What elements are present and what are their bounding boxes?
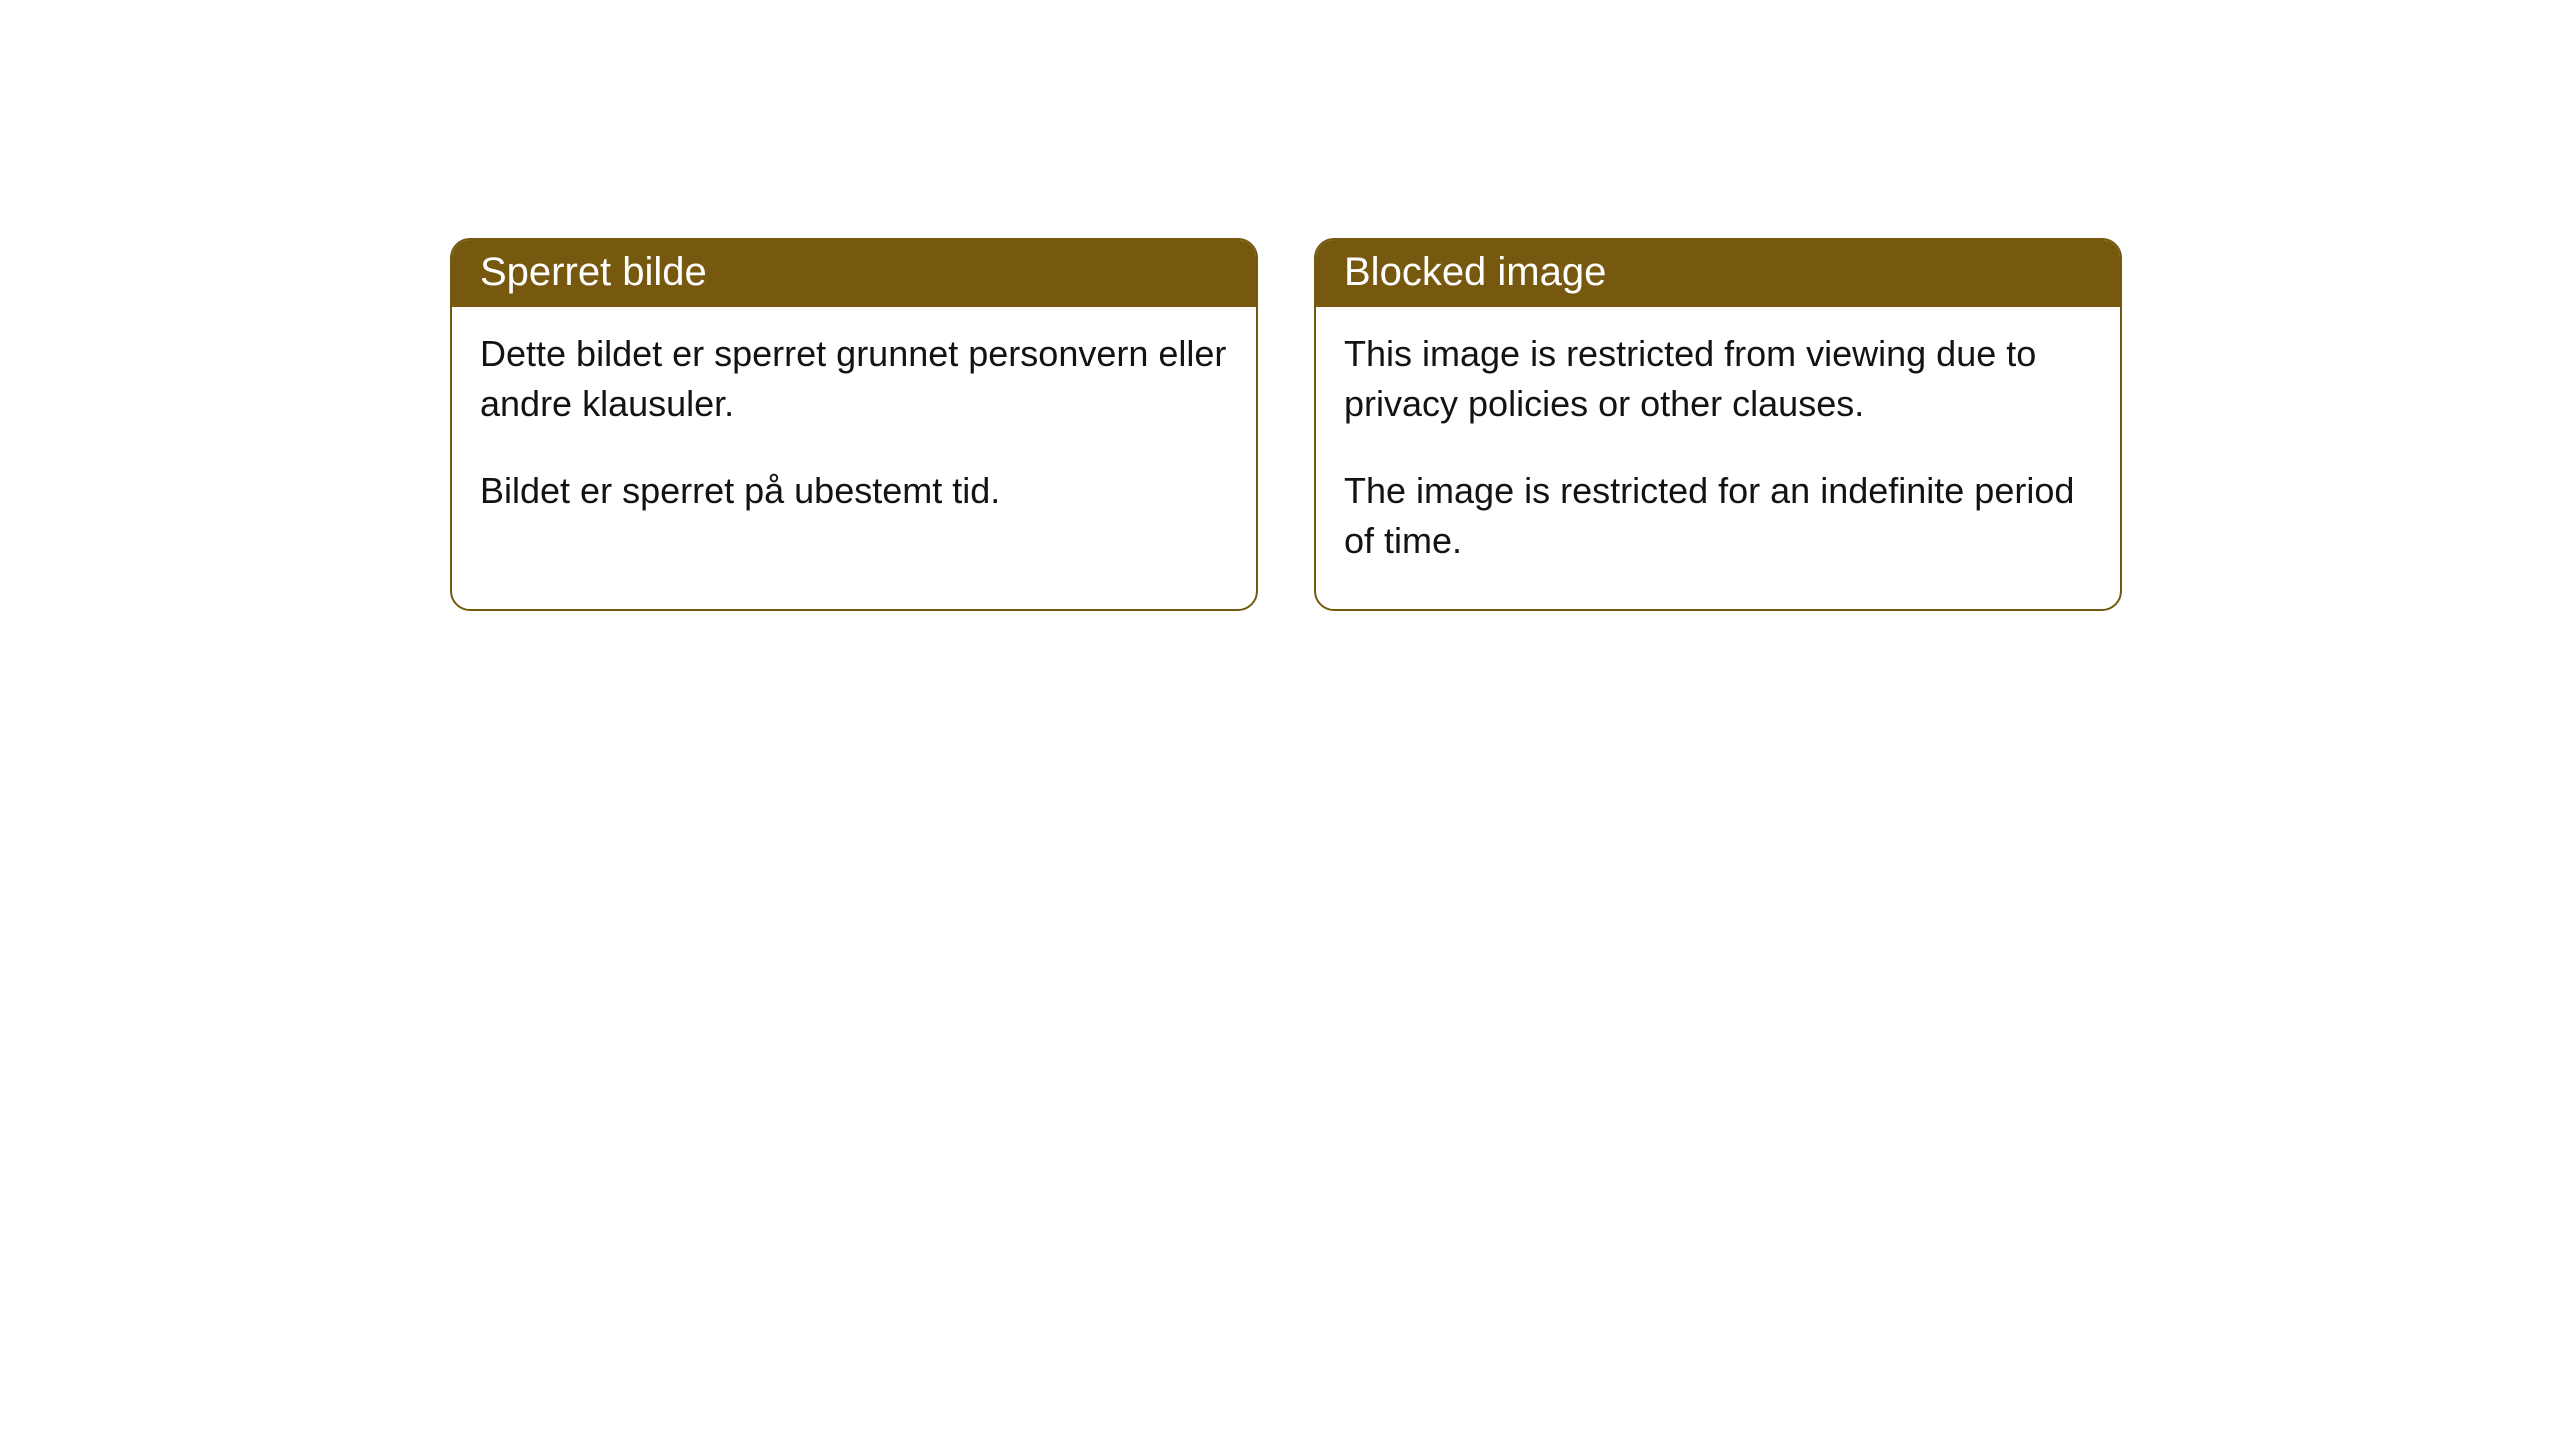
card-header: Blocked image	[1316, 240, 2120, 307]
card-paragraph: This image is restricted from viewing du…	[1344, 329, 2092, 430]
card-paragraph: Bildet er sperret på ubestemt tid.	[480, 466, 1228, 516]
card-body: Dette bildet er sperret grunnet personve…	[452, 307, 1256, 558]
blocked-image-card-norwegian: Sperret bilde Dette bildet er sperret gr…	[450, 238, 1258, 611]
notice-cards-container: Sperret bilde Dette bildet er sperret gr…	[450, 238, 2122, 611]
card-paragraph: The image is restricted for an indefinit…	[1344, 466, 2092, 567]
card-header: Sperret bilde	[452, 240, 1256, 307]
card-body: This image is restricted from viewing du…	[1316, 307, 2120, 609]
card-title: Sperret bilde	[480, 250, 707, 294]
card-paragraph: Dette bildet er sperret grunnet personve…	[480, 329, 1228, 430]
blocked-image-card-english: Blocked image This image is restricted f…	[1314, 238, 2122, 611]
card-title: Blocked image	[1344, 250, 1606, 294]
